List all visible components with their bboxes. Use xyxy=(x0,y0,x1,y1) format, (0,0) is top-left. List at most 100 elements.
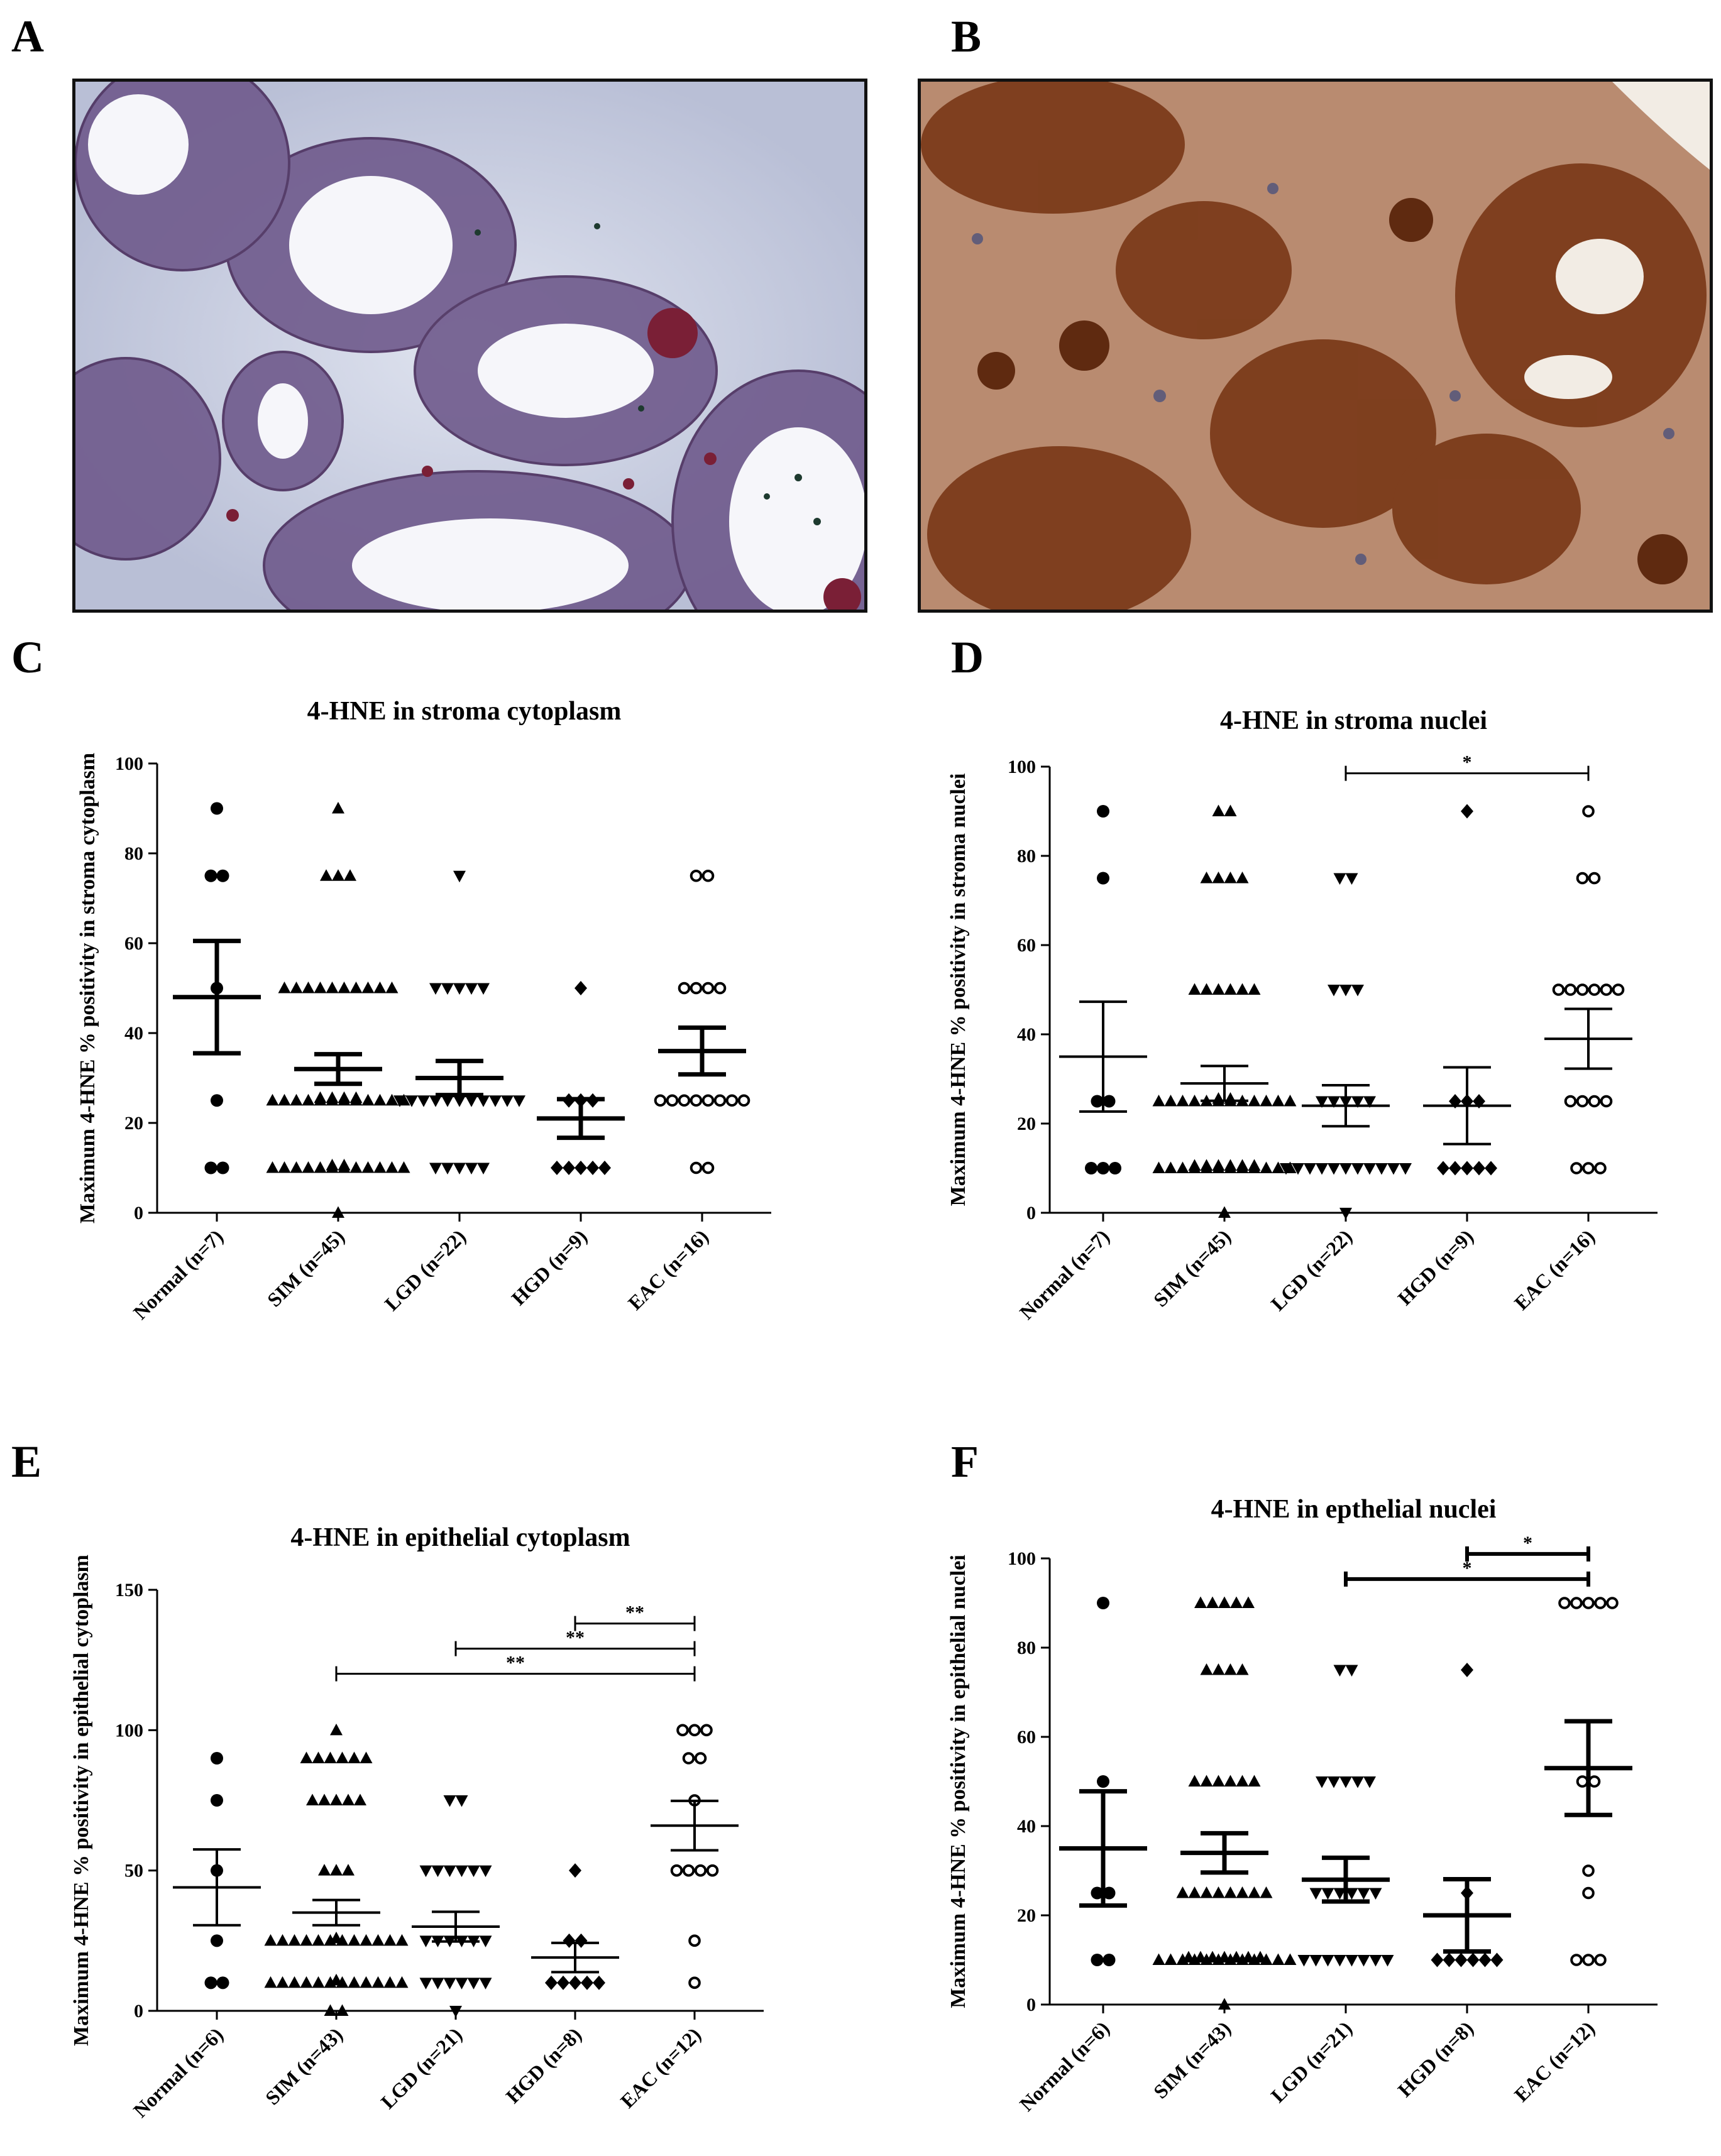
data-point xyxy=(1194,1596,1207,1608)
data-point xyxy=(1351,1096,1364,1108)
data-point xyxy=(501,1095,514,1107)
data-point xyxy=(330,1973,343,1986)
data-point xyxy=(393,1095,406,1107)
data-point xyxy=(1490,1952,1504,1967)
significance-label: ** xyxy=(506,1653,525,1673)
x-category-label: EAC (n=16) xyxy=(624,1225,713,1314)
data-point xyxy=(690,982,703,995)
series-1 xyxy=(1152,804,1297,1218)
data-point xyxy=(373,1093,387,1106)
panel-label-c: C xyxy=(11,632,44,682)
data-point xyxy=(713,1094,727,1107)
y-tick-label: 60 xyxy=(124,933,143,954)
series-4 xyxy=(1544,1597,1632,1966)
series-0 xyxy=(173,802,261,1174)
data-point xyxy=(682,1752,695,1765)
data-point xyxy=(338,1091,351,1103)
data-point xyxy=(1212,1775,1225,1787)
data-point xyxy=(1351,1163,1364,1175)
data-point xyxy=(1194,1951,1207,1962)
data-point xyxy=(1612,983,1625,996)
data-point xyxy=(1218,1998,1231,2010)
data-point xyxy=(513,1095,525,1107)
series-4 xyxy=(654,869,751,1174)
data-point xyxy=(1091,1095,1104,1108)
data-point xyxy=(361,982,375,993)
x-category-label: SIM (n=43) xyxy=(261,2023,347,2109)
y-tick-label: 80 xyxy=(1017,846,1036,867)
data-point xyxy=(330,1864,343,1876)
micrograph-a xyxy=(72,79,867,613)
chart-c: 4-HNE in stroma cytoplasm Maximum 4-HNE %… xyxy=(0,679,836,1395)
data-point xyxy=(479,1935,492,1947)
data-point xyxy=(338,1159,351,1171)
data-point xyxy=(569,1863,581,1878)
data-point xyxy=(1357,1888,1370,1900)
x-category-label: HGD (n=8) xyxy=(1393,2016,1478,2101)
data-point xyxy=(1345,873,1358,885)
significance-label: * xyxy=(1463,752,1472,773)
data-point xyxy=(302,982,315,993)
data-point xyxy=(330,1931,343,1944)
data-point xyxy=(1357,1955,1370,1967)
data-point xyxy=(1328,1163,1340,1175)
data-point xyxy=(419,1978,432,1989)
data-point xyxy=(1564,1095,1577,1108)
data-point xyxy=(349,982,363,993)
data-point xyxy=(1558,1597,1571,1609)
data-point xyxy=(383,1934,397,1946)
data-point xyxy=(1212,872,1225,884)
data-point xyxy=(216,869,229,882)
data-point xyxy=(371,1934,385,1946)
data-point xyxy=(465,1095,478,1107)
data-point xyxy=(441,1095,454,1107)
data-point xyxy=(360,1976,373,1988)
micrograph-b xyxy=(918,79,1713,613)
data-point xyxy=(1449,1161,1461,1176)
data-point xyxy=(1236,1663,1249,1675)
x-category-label: EAC (n=12) xyxy=(1510,2016,1599,2106)
data-point xyxy=(586,1161,599,1175)
data-point xyxy=(1188,983,1201,995)
data-point xyxy=(1200,1886,1213,1898)
x-category-label: LGD (n=21) xyxy=(377,2023,466,2113)
x-category-label: HGD (n=9) xyxy=(1393,1225,1478,1310)
data-point xyxy=(1576,1095,1589,1108)
series-2 xyxy=(393,870,525,1174)
chart-e: 4-HNE in epithelial cytoplasm Maximum 4-H… xyxy=(0,1496,836,2155)
data-point xyxy=(1176,1886,1189,1898)
data-point xyxy=(1328,1776,1340,1788)
data-point xyxy=(1248,1886,1261,1898)
data-point xyxy=(211,1794,223,1807)
y-tick-label: 0 xyxy=(1026,1203,1036,1223)
data-point xyxy=(690,1161,703,1174)
data-point xyxy=(395,1976,409,1988)
data-point xyxy=(1254,1951,1267,1962)
data-point xyxy=(1582,1597,1595,1609)
data-point xyxy=(455,1978,468,1989)
panel-label-d: D xyxy=(951,632,984,682)
data-point xyxy=(1328,985,1340,997)
data-point xyxy=(1431,1952,1444,1967)
y-tick-label: 50 xyxy=(124,1861,143,1881)
data-point xyxy=(419,1935,432,1947)
data-point xyxy=(1363,1163,1376,1175)
data-point xyxy=(670,1864,683,1877)
data-point xyxy=(349,1091,363,1103)
data-point xyxy=(312,1976,325,1988)
data-point xyxy=(1363,1776,1376,1788)
data-point xyxy=(1097,1775,1109,1788)
series-2 xyxy=(412,1795,500,2018)
data-point xyxy=(1292,1163,1304,1175)
data-point xyxy=(361,1161,375,1173)
data-point xyxy=(701,869,715,882)
data-point xyxy=(336,1751,349,1763)
data-point xyxy=(278,1093,291,1106)
data-point xyxy=(1485,1161,1497,1176)
data-point xyxy=(266,1093,279,1106)
data-point xyxy=(701,1161,715,1174)
data-point xyxy=(326,1159,339,1171)
series-4 xyxy=(1544,805,1632,1174)
data-point xyxy=(1582,805,1595,818)
significance-label: ** xyxy=(566,1628,585,1648)
